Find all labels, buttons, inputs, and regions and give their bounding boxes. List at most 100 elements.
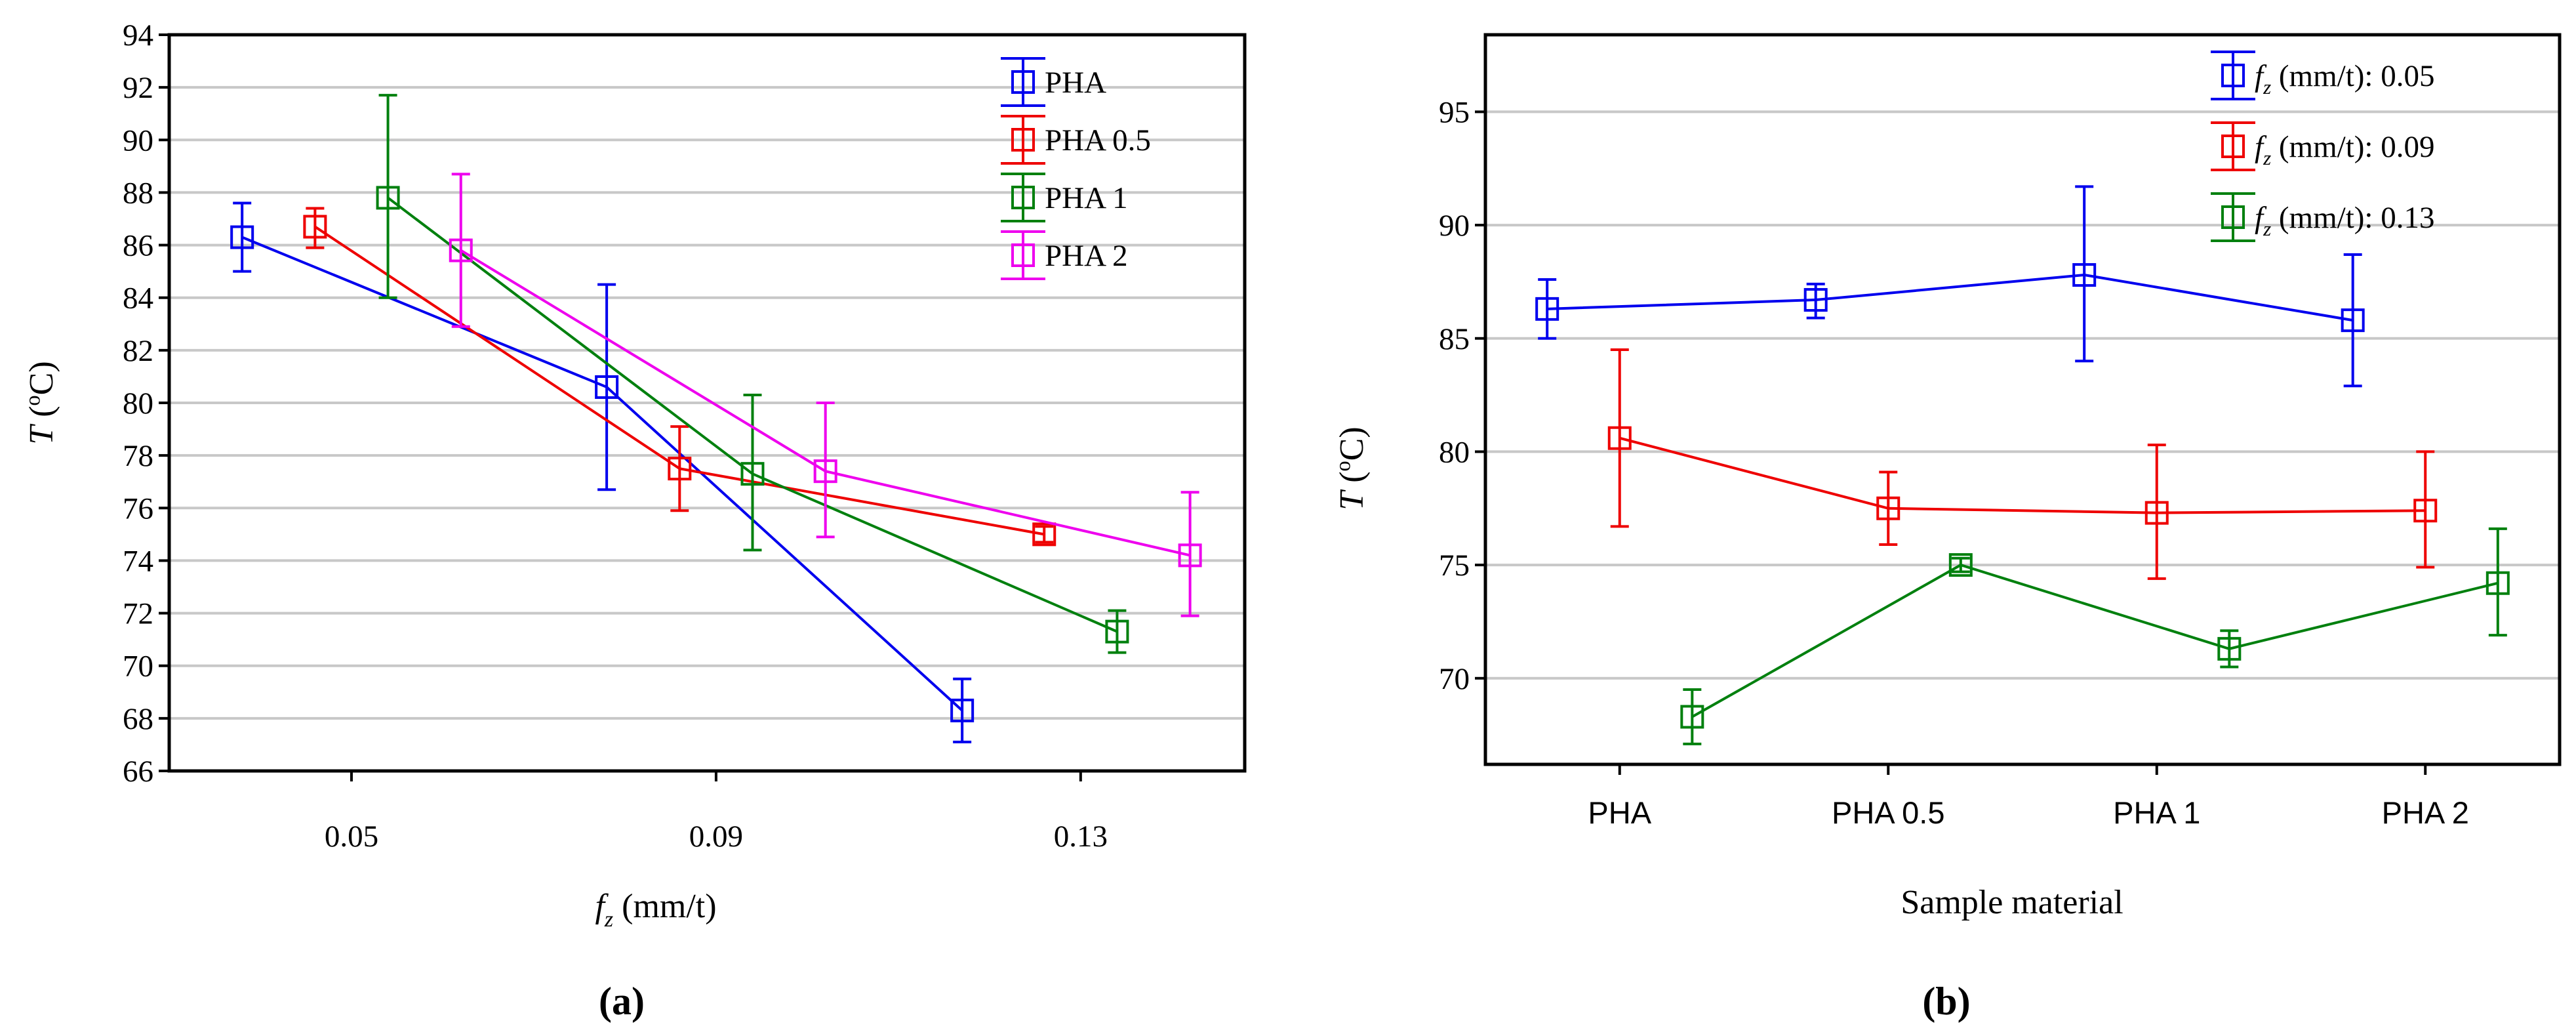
panel-b-ylabel-sup: o <box>1331 461 1354 471</box>
panel-b-legend-swatch-marker <box>2221 64 2245 87</box>
panel-b-ytick-label: 75 <box>1439 549 1470 583</box>
panel-b-error-bar <box>1879 470 1898 547</box>
panel-a-label: (a) <box>599 980 645 1023</box>
panel-a-ytick-label: 76 <box>123 491 153 526</box>
panel-b-data-point <box>2072 263 2097 287</box>
panel-a-xtick-label: 0.13 <box>1054 819 1108 854</box>
panel-a-legend: PHA PHA 0.5 PHA 1 PHA 2 <box>1001 57 1151 280</box>
panel-b-data-point <box>1535 297 1560 321</box>
panel-a-legend-entry: PHA 0.5 <box>1001 115 1151 165</box>
panel-b-series-2 <box>1607 348 2438 580</box>
panel-a-error-bar <box>1035 525 1054 544</box>
panel-a-data-point <box>303 215 327 239</box>
panel-b-error-bar <box>2416 450 2435 569</box>
panel-b-legend-label-sub: z <box>2263 146 2271 169</box>
panel-b-series-line <box>1619 436 2426 514</box>
panel-b-series-line <box>1547 274 2354 322</box>
panel-a-series-line <box>241 236 963 712</box>
panel-b-data-point <box>1680 705 1704 729</box>
panel-a-error-bar <box>1180 491 1199 617</box>
panel-a-data-point <box>595 375 619 399</box>
panel-a-ytick-label: 66 <box>123 755 153 789</box>
panel-b-ytick-label: 70 <box>1439 662 1470 696</box>
panel-b-data-point <box>2144 501 2169 525</box>
panel-b-series-3 <box>1680 527 2510 745</box>
panel-b-legend: fz (mm/t): 0.05 fz (mm/t): 0.09 fz (mm/t):… <box>2211 51 2434 242</box>
panel-b-xlabel: Sample material <box>1901 884 2123 921</box>
panel-b-ylabel: T (oC) <box>1331 426 1371 510</box>
panel-a-ytick-label: 70 <box>123 650 153 684</box>
panel-a-error-bar <box>306 207 325 249</box>
panel-b-ylabel-group: T (oC) <box>1331 426 1371 510</box>
panel-a-error-bar <box>670 425 689 512</box>
panel-a-ylabel-base: T <box>23 424 60 445</box>
panel-a-error-bar <box>233 201 252 273</box>
panel-b-error-bar <box>1683 688 1702 745</box>
panel-a-legend-swatch-bar <box>1001 115 1045 165</box>
panel-b-plot-frame <box>1483 33 2562 766</box>
panel-b-legend-label: fz (mm/t): 0.05 <box>2255 59 2434 98</box>
panel-a-legend-entry: PHA <box>1001 57 1106 107</box>
panel-a-xlabel-unit: (mm/t) <box>613 888 716 925</box>
panel-a-legend-entry: PHA 1 <box>1001 173 1128 222</box>
panel-b-error-bar <box>1538 278 1557 340</box>
panel-b-xtick-label: PHA 0.5 <box>1832 795 1944 830</box>
panel-b-ytick-label: 80 <box>1439 435 1470 469</box>
panel-b-data-point <box>2341 308 2365 333</box>
panel-a-series-3 <box>376 94 1129 654</box>
panel-a-data-point <box>376 186 400 210</box>
panel-a-data-point <box>1032 522 1057 547</box>
panel-a-ytick-label: 78 <box>123 439 153 473</box>
panel-a-ytick-label: 90 <box>123 123 153 157</box>
panel-b-ytick-label: 95 <box>1439 95 1470 129</box>
panel-a-ylabel-sup: o <box>20 395 44 405</box>
panel-a: 66 68 70 72 74 76 78 80 82 84 86 88 90 92 94 0.05 0.09 0.… <box>123 18 1247 1023</box>
panel-a-ylabel-group: T (oC) <box>20 361 60 444</box>
panel-a-error-bar <box>378 94 397 299</box>
panel-b-legend-label-rest: (mm/t): 0.13 <box>2271 201 2434 235</box>
panel-b-data-point <box>1803 288 1828 312</box>
panel-b-data-point <box>1948 553 1973 577</box>
panel-b-series-1 <box>1535 185 2365 388</box>
panel-b-data-point <box>2217 636 2242 661</box>
panel-a-data-point <box>740 462 765 486</box>
panel-b-legend-swatch-bar <box>2211 192 2255 242</box>
panel-b-legend-entry: fz (mm/t): 0.05 <box>2211 51 2434 100</box>
panel-a-ytick-label: 74 <box>123 544 153 578</box>
panel-a-legend-swatch-marker <box>1011 243 1035 267</box>
panel-b-ylabel-close: ) <box>1333 426 1371 438</box>
panel-a-ylabel-unit: C <box>23 373 60 396</box>
panel-b-data-point <box>2413 499 2438 523</box>
panel-a-legend-label: PHA 1 <box>1045 181 1128 215</box>
panel-a-error-bar <box>597 283 616 491</box>
panel-a-ylabel-open: ( <box>23 405 60 425</box>
panel-a-xlabel-sub: z <box>604 907 613 932</box>
panel-a-ylabel-close: ) <box>23 361 60 372</box>
panel-a-legend-swatch-bar <box>1001 57 1045 107</box>
panel-a-data-point <box>1178 543 1202 568</box>
panel-a-ylabel: T (oC) <box>20 361 60 444</box>
panel-a-error-bar <box>743 393 762 552</box>
panel-b-data-point <box>1876 496 1901 520</box>
panel-a-error-bar <box>816 402 835 539</box>
panel-b-data-point <box>2485 571 2510 595</box>
panel-b-series-line <box>1691 563 2499 718</box>
panel-b-error-bar <box>2343 253 2362 388</box>
panel-a-data-point <box>449 238 473 262</box>
panel-a-ytick-label: 80 <box>123 386 153 421</box>
panel-a-error-bar <box>953 677 972 743</box>
panel-a-legend-swatch-bar <box>1001 230 1045 280</box>
panel-b-legend-label: fz (mm/t): 0.09 <box>2255 130 2434 169</box>
panel-b-error-bar <box>2147 444 2166 580</box>
panel-b-legend-swatch-bar <box>2211 121 2255 171</box>
panel-a-legend-swatch-marker <box>1011 186 1035 209</box>
panel-b-ylabel-unit: C <box>1333 438 1371 461</box>
panel-b-legend-entry: fz (mm/t): 0.13 <box>2211 192 2434 242</box>
panel-a-series-1 <box>230 201 975 743</box>
panel-a-ytick-label: 72 <box>123 597 153 631</box>
panel-b-error-bar <box>2220 629 2239 669</box>
panel-a-xtick-label: 0.09 <box>689 819 743 854</box>
panel-b-legend-swatch-marker <box>2221 135 2245 158</box>
panel-a-ytick-label: 84 <box>123 281 153 316</box>
